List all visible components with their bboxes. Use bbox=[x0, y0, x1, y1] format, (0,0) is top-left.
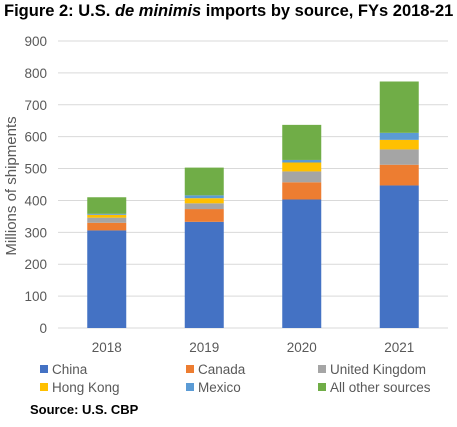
bar-segment-united-kingdom bbox=[379, 149, 419, 165]
legend-label: All other sources bbox=[330, 380, 431, 395]
bar-segment-hong-kong bbox=[87, 214, 127, 218]
x-axis-ticks: 2018 2019 2020 2021 bbox=[92, 340, 415, 355]
bar-segment-united-kingdom bbox=[87, 217, 127, 223]
x-tick-label: 2019 bbox=[189, 340, 219, 355]
x-tick-label: 2021 bbox=[384, 340, 414, 355]
y-tick-label: 100 bbox=[24, 289, 47, 304]
bar-segment-mexico bbox=[184, 195, 224, 199]
bar-segment-all-other-sources bbox=[184, 167, 224, 196]
chart-title: Figure 2: U.S. de minimis imports by sou… bbox=[4, 2, 453, 21]
y-tick-label: 800 bbox=[24, 66, 47, 81]
legend-label: Canada bbox=[198, 362, 246, 377]
bar-segment-mexico bbox=[87, 213, 127, 215]
y-tick-label: 500 bbox=[24, 162, 47, 177]
title-prefix: Figure 2: U.S. bbox=[4, 2, 115, 20]
y-tick-label: 200 bbox=[24, 257, 47, 272]
bar-segment-all-other-sources bbox=[282, 124, 322, 160]
stacked-bar-chart: 0 100 200 300 400 500 600 700 800 900 Millions of… bbox=[3, 34, 448, 395]
title-suffix: imports by source, FYs 2018-21 bbox=[201, 2, 454, 20]
y-tick-label: 700 bbox=[24, 98, 47, 113]
x-tick-label: 2018 bbox=[92, 340, 122, 355]
y-tick-label: 900 bbox=[24, 34, 47, 49]
bar-segment-all-other-sources bbox=[87, 197, 127, 214]
legend-swatch bbox=[318, 383, 326, 391]
y-tick-label: 300 bbox=[24, 225, 47, 240]
y-tick-label: 400 bbox=[24, 193, 47, 208]
x-tick-label: 2020 bbox=[287, 340, 317, 355]
legend-label: China bbox=[52, 362, 88, 377]
title-italic: de minimis bbox=[114, 2, 202, 20]
legend-label: United Kingdom bbox=[330, 362, 426, 377]
bar-segment-united-kingdom bbox=[184, 203, 224, 210]
bar-segment-mexico bbox=[282, 159, 322, 163]
y-tick-label: 600 bbox=[24, 130, 47, 145]
y-axis-label: Millions of shipments bbox=[3, 116, 20, 255]
y-tick-label: 0 bbox=[39, 321, 47, 336]
legend-swatch bbox=[40, 383, 48, 391]
bar-segment-canada bbox=[87, 222, 127, 231]
legend-swatch bbox=[318, 365, 326, 373]
bar-segment-hong-kong bbox=[184, 198, 224, 204]
legend: China Canada United Kingdom Hong Kong Mexico… bbox=[40, 362, 431, 395]
bar-segment-canada bbox=[184, 209, 224, 222]
bar-segment-hong-kong bbox=[282, 162, 322, 172]
bar-segment-china bbox=[282, 199, 322, 328]
bar-segment-canada bbox=[282, 182, 322, 200]
legend-label: Mexico bbox=[198, 380, 241, 395]
bar-segment-china bbox=[184, 221, 224, 328]
bar-segment-mexico bbox=[379, 132, 419, 140]
bar-segment-china bbox=[379, 185, 419, 328]
legend-label: Hong Kong bbox=[52, 380, 120, 395]
legend-swatch bbox=[40, 365, 48, 373]
legend-swatch bbox=[186, 383, 194, 391]
legend-swatch bbox=[186, 365, 194, 373]
y-axis-ticks: 0 100 200 300 400 500 600 700 800 900 bbox=[24, 34, 47, 336]
bar-segment-united-kingdom bbox=[282, 171, 322, 183]
bars bbox=[87, 81, 419, 328]
bar-segment-all-other-sources bbox=[379, 81, 419, 133]
bar-segment-hong-kong bbox=[379, 139, 419, 150]
bar-segment-china bbox=[87, 230, 127, 328]
source-note: Source: U.S. CBP bbox=[30, 402, 139, 417]
bar-segment-canada bbox=[379, 164, 419, 186]
